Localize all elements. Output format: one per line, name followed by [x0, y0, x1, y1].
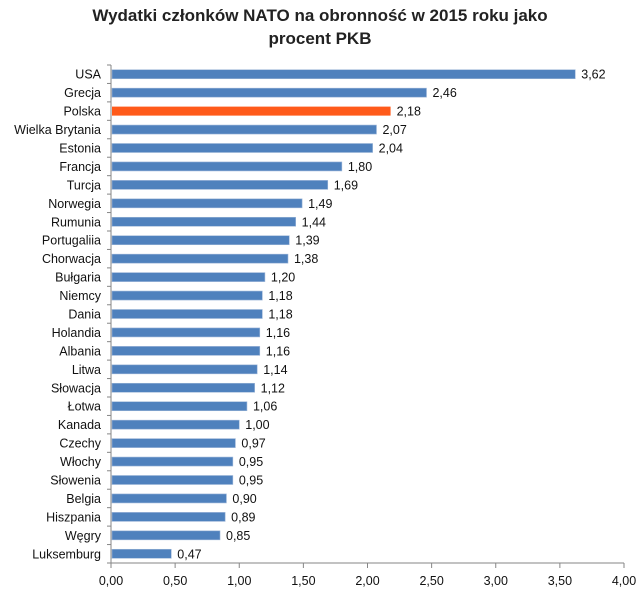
- category-label: Hiszpania: [46, 510, 101, 524]
- category-label: Chorwacja: [42, 252, 101, 266]
- data-label: 1,39: [295, 234, 319, 248]
- category-label: Albania: [59, 344, 101, 358]
- category-label: Węgry: [65, 529, 102, 543]
- bar-rumunia: [111, 216, 296, 227]
- data-label: 2,46: [432, 86, 456, 100]
- data-label: 0,89: [231, 510, 255, 524]
- category-label: Belgia: [66, 492, 101, 506]
- category-label: Norwegia: [48, 197, 101, 211]
- x-tick-label: 3,00: [484, 574, 508, 588]
- chart-title: Wydatki członków NATO na obronność w 201…: [0, 4, 640, 50]
- bar-estonia: [111, 143, 373, 153]
- chart-title-line-1: Wydatki członków NATO na obronność w 201…: [92, 6, 548, 25]
- x-tick-label: 2,00: [355, 574, 379, 588]
- data-label: 1,69: [334, 178, 358, 192]
- data-label: 0,47: [177, 547, 201, 561]
- data-label: 2,04: [379, 142, 403, 156]
- bar-węgry: [111, 530, 221, 541]
- data-label: 1,16: [266, 326, 290, 340]
- bar-francja: [111, 161, 343, 172]
- x-tick-label: 1,50: [291, 574, 315, 588]
- category-label: Estonia: [59, 142, 101, 156]
- bar-słowenia: [111, 475, 234, 485]
- bar-kanada: [111, 419, 240, 430]
- category-label: Kanada: [58, 418, 101, 432]
- category-label: Portugaliia: [42, 234, 101, 248]
- data-label: 0,90: [232, 492, 256, 506]
- category-label: Luksemburg: [32, 547, 101, 561]
- bar-niemcy: [111, 290, 263, 301]
- category-label: Niemcy: [59, 289, 101, 303]
- data-label: 0,95: [239, 455, 263, 469]
- bar-usa: [111, 69, 576, 80]
- bar-bułgaria: [111, 272, 266, 282]
- bar-łotwa: [111, 401, 248, 412]
- data-label: 1,18: [268, 289, 292, 303]
- category-label: Dania: [68, 308, 101, 322]
- bar-hiszpania: [111, 512, 226, 522]
- x-tick-label: 0,50: [163, 574, 187, 588]
- category-label: Turcja: [67, 178, 101, 192]
- category-label: USA: [75, 68, 101, 82]
- category-label: Rumunia: [51, 215, 101, 229]
- x-tick-label: 2,50: [419, 574, 443, 588]
- data-label: 2,07: [382, 123, 406, 137]
- bar-portugaliia: [111, 235, 290, 246]
- category-label: Łotwa: [68, 400, 101, 414]
- chart-title-line-2: procent PKB: [268, 29, 372, 48]
- category-label: Włochy: [60, 455, 102, 469]
- bar-turcja: [111, 180, 329, 190]
- category-label: Holandia: [52, 326, 101, 340]
- bar-grecja: [111, 87, 427, 98]
- data-label: 1,18: [268, 308, 292, 322]
- bar-słowacja: [111, 382, 255, 393]
- data-label: 1,49: [308, 197, 332, 211]
- data-label: 1,12: [261, 381, 285, 395]
- bar-chorwacja: [111, 253, 289, 264]
- data-label: 1,38: [294, 252, 318, 266]
- bar-luksemburg: [111, 548, 172, 559]
- category-label: Bułgaria: [55, 271, 101, 285]
- data-label: 0,97: [241, 437, 265, 451]
- data-label: 1,16: [266, 344, 290, 358]
- category-label: Francja: [59, 160, 101, 174]
- x-tick-label: 0,00: [99, 574, 123, 588]
- data-label: 3,62: [581, 68, 605, 82]
- bar-włochy: [111, 456, 234, 467]
- data-label: 1,06: [253, 400, 277, 414]
- bar-norwegia: [111, 198, 303, 209]
- data-label: 1,14: [263, 363, 287, 377]
- category-label: Słowenia: [50, 474, 101, 488]
- data-label: 0,85: [226, 529, 250, 543]
- category-label: Polska: [63, 105, 101, 119]
- category-label: Wielka Brytania: [14, 123, 101, 137]
- bar-wielka-brytania: [111, 124, 377, 135]
- bar-czechy: [111, 438, 236, 448]
- category-label: Słowacja: [51, 381, 101, 395]
- data-label: 1,80: [348, 160, 372, 174]
- bar-holandia: [111, 327, 261, 338]
- data-label: 2,18: [397, 105, 421, 119]
- data-label: 1,00: [245, 418, 269, 432]
- data-label: 0,95: [239, 474, 263, 488]
- x-tick-label: 1,00: [227, 574, 251, 588]
- data-label: 1,20: [271, 271, 295, 285]
- bar-belgia: [111, 493, 227, 504]
- category-label: Grecja: [64, 86, 101, 100]
- bar-polska: [112, 106, 391, 116]
- bar-albania: [111, 346, 261, 356]
- bar-litwa: [111, 364, 258, 375]
- x-tick-label: 4,00: [612, 574, 636, 588]
- category-label: Czechy: [59, 437, 101, 451]
- x-tick-label: 3,50: [548, 574, 572, 588]
- bar-dania: [111, 309, 263, 319]
- category-label: Litwa: [72, 363, 101, 377]
- data-label: 1,44: [302, 215, 326, 229]
